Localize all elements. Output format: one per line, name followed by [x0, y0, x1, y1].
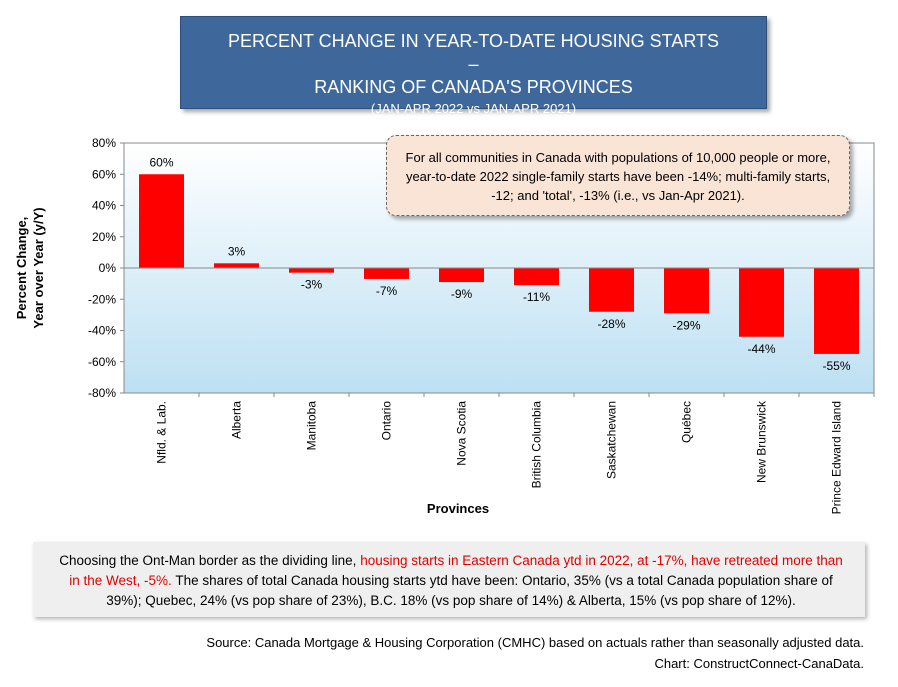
data-label: -55%	[822, 359, 850, 373]
source-line: Source: Canada Mortgage & Housing Corpor…	[206, 635, 864, 650]
data-label: -3%	[301, 278, 323, 292]
source-note: Source: Canada Mortgage & Housing Corpor…	[206, 632, 864, 674]
x-tick-label: Nova Scotia	[455, 401, 469, 466]
bars-group: 60% 3% -3% -7% -9% -11% -28% -29% -44% -55%	[139, 155, 859, 373]
y-tick-label: 0%	[99, 261, 117, 275]
x-tick-label: Québec	[680, 401, 694, 443]
x-tick-label: British Columbia	[530, 401, 544, 489]
bar-3	[364, 268, 409, 279]
data-label: -29%	[672, 318, 700, 332]
data-label: -44%	[747, 342, 775, 356]
y-tick-label: 60%	[92, 167, 116, 181]
bar-2	[289, 268, 334, 273]
x-tick-label: Manitoba	[305, 401, 319, 451]
data-label: -28%	[597, 317, 625, 331]
x-tick-label: Nfld. & Lab.	[155, 401, 169, 464]
bar-6	[589, 268, 634, 312]
x-axis: Nfld. & Lab. Alberta Manitoba Ontario Nova S…	[155, 393, 875, 514]
chart-title-box: PERCENT CHANGE IN YEAR-TO-DATE HOUSING S…	[180, 16, 767, 116]
bar-8	[739, 268, 784, 337]
bar-4	[439, 268, 484, 283]
x-axis-label: Provinces	[427, 501, 489, 516]
notes-box: Choosing the Ont-Man border as the divid…	[33, 542, 865, 617]
notes-text-2: The shares of total Canada housing start…	[106, 573, 833, 608]
y-tick-label: -40%	[88, 324, 116, 338]
y-tick-label: -80%	[88, 386, 116, 400]
chart-title: PERCENT CHANGE IN YEAR-TO-DATE HOUSING S…	[181, 30, 766, 99]
data-label: -9%	[451, 287, 473, 301]
data-label: 3%	[228, 244, 246, 258]
summary-callout: For all communities in Canada with popul…	[386, 135, 850, 216]
notes-text-1: Choosing the Ont-Man border as the divid…	[59, 553, 361, 568]
y-tick-label: 20%	[92, 230, 116, 244]
chart-title-line2: RANKING OF CANADA'S PROVINCES	[314, 77, 633, 97]
x-tick-label: Alberta	[230, 401, 244, 439]
chart-credit: Chart: ConstructConnect-CanaData.	[654, 656, 864, 671]
y-axis-label-line1: Percent Change,	[14, 217, 29, 320]
chart-title-line1: PERCENT CHANGE IN YEAR-TO-DATE HOUSING S…	[227, 31, 720, 74]
y-tick-label: -20%	[88, 292, 116, 306]
notes-highlight: housing starts in Eastern Canada ytd in …	[69, 553, 843, 588]
chart-subtitle: (JAN-APR 2022 vs JAN-APR 2021)	[370, 101, 577, 116]
x-tick-label: New Brunswick	[755, 400, 769, 483]
bar-5	[514, 268, 559, 286]
bar-chart: 80% 60% 40% 20% 0% -20% -40% -60% -80% 60% 3% -3% -…	[14, 136, 875, 516]
y-tick-label: -60%	[88, 355, 116, 369]
x-tick-label: Prince Edward Island	[830, 401, 844, 514]
x-tick-label: Ontario	[380, 401, 394, 441]
y-tick-label: 40%	[92, 199, 116, 213]
bar-7	[664, 268, 709, 314]
data-label: -11%	[523, 290, 550, 304]
bar-1	[214, 263, 259, 268]
y-tick-label: 80%	[92, 136, 116, 150]
bar-0	[139, 174, 184, 268]
y-axis-label-line2: Year over Year (y/Y)	[31, 207, 46, 328]
data-label: 60%	[149, 155, 173, 169]
data-label: -7%	[376, 284, 398, 298]
bar-9	[814, 268, 859, 354]
x-tick-label: Saskatchewan	[605, 401, 619, 479]
y-axis: 80% 60% 40% 20% 0% -20% -40% -60% -80%	[88, 136, 124, 400]
